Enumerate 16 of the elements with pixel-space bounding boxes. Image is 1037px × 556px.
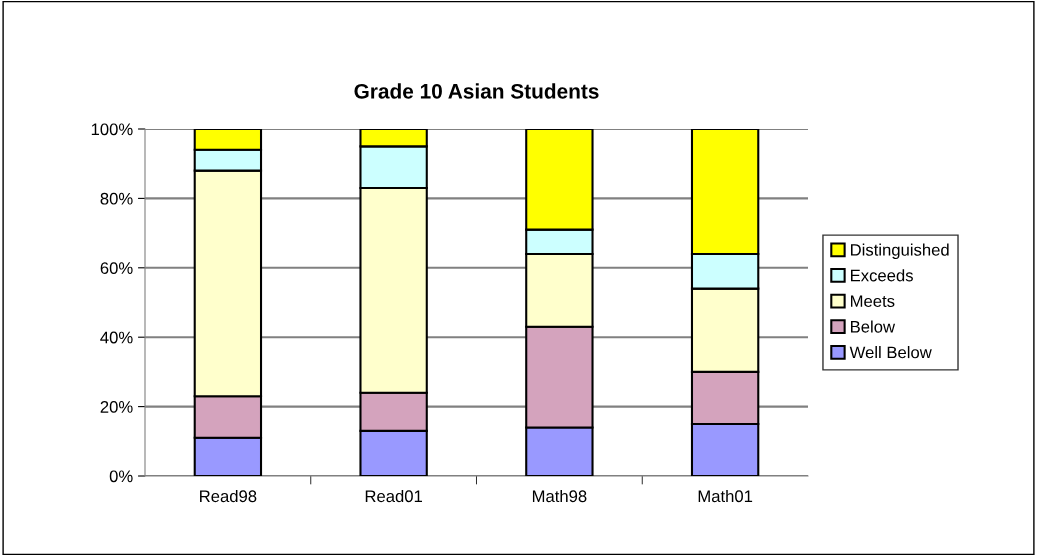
x-tick-label: Read98 bbox=[200, 489, 257, 503]
x-tick-label: Read01 bbox=[365, 489, 422, 503]
y-tick-label: 80% bbox=[100, 192, 133, 205]
chart-title: Grade 10 Asian Students bbox=[354, 83, 599, 99]
y-tick-label: 20% bbox=[100, 401, 133, 413]
legend-label: Well Below bbox=[849, 346, 932, 359]
x-tick-label: Math98 bbox=[532, 489, 587, 503]
y-tick-label: 100% bbox=[91, 123, 133, 136]
legend-label: Below bbox=[851, 320, 896, 333]
legend-label: Distinguished bbox=[851, 243, 949, 260]
y-tick-label: 60% bbox=[100, 262, 133, 274]
y-tick-label: 0% bbox=[109, 470, 133, 483]
legend-label: Exceeds bbox=[851, 269, 913, 282]
x-tick-label: Math01 bbox=[698, 489, 753, 503]
legend-label: Meets bbox=[851, 295, 895, 308]
y-tick-label: 40% bbox=[100, 331, 133, 344]
